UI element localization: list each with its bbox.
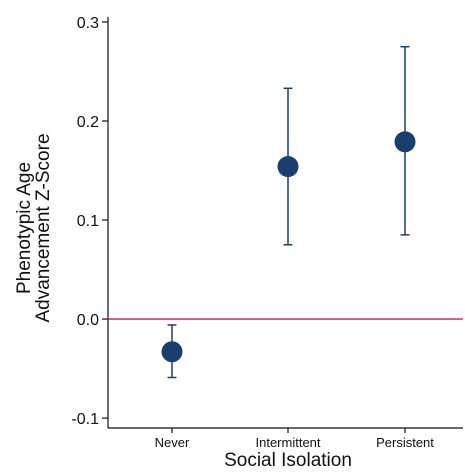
y-axis: -0.1 0.0 0.1 0.2 0.3	[71, 15, 109, 428]
y-tick-label: 0.2	[77, 114, 99, 131]
x-axis: Never Intermittent Persistent	[108, 427, 463, 450]
data-point	[394, 131, 416, 153]
y-tick-label: 0.3	[77, 15, 99, 32]
y-axis-title-line-2: Advancement Z-Score	[33, 133, 54, 322]
data-point	[277, 156, 299, 178]
chart-marks	[161, 45, 416, 379]
x-axis-title: Social Isolation	[224, 450, 352, 470]
y-tick-label: 0.0	[77, 312, 99, 329]
y-tick-label: 0.1	[77, 213, 99, 230]
y-tick-label: -0.1	[71, 411, 99, 428]
x-tick-label: Intermittent	[255, 435, 320, 450]
x-tick-label: Persistent	[376, 435, 434, 450]
y-axis-title-line-1: Phenotypic Age	[14, 162, 35, 294]
data-point	[161, 341, 183, 363]
x-tick-label: Never	[155, 435, 190, 450]
